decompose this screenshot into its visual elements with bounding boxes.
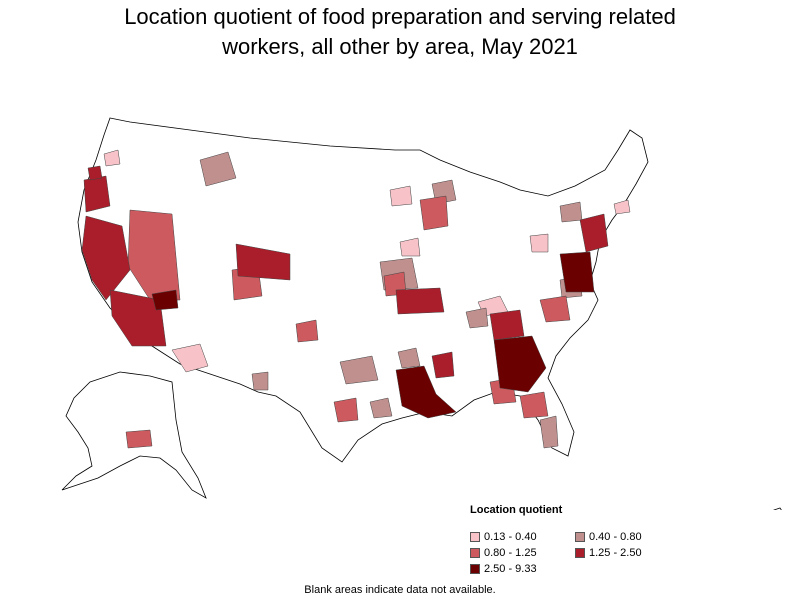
- legend-label-2: 0.40 - 0.80: [589, 530, 642, 543]
- area-illinois: [399, 237, 421, 257]
- area-montana-east: [199, 151, 237, 187]
- area-illinois-south: [395, 287, 445, 315]
- area-new-mexico: [295, 319, 319, 343]
- area-california-north: [83, 175, 111, 213]
- area-texas-north: [339, 355, 379, 385]
- area-utah: [235, 243, 291, 281]
- legend-item-3: 0.80 - 1.25: [470, 546, 575, 559]
- hawaii-islands: [773, 507, 782, 510]
- area-washington: [103, 149, 121, 167]
- area-wisconsin: [389, 185, 413, 207]
- legend-swatch-5: [470, 563, 480, 574]
- area-georgia-south: [493, 335, 547, 393]
- legend-swatch-2: [575, 531, 585, 542]
- area-florida-gulf: [539, 415, 559, 449]
- area-virginia: [539, 295, 571, 323]
- legend-item-2: 0.40 - 0.80: [575, 530, 685, 543]
- legend-item-5: 2.50 - 9.33: [470, 562, 575, 575]
- legend-swatch-3: [470, 547, 480, 558]
- area-arizona-south: [171, 343, 209, 373]
- legend-item-1: 0.13 - 0.40: [470, 530, 575, 543]
- footnote: Blank areas indicate data not available.: [304, 584, 496, 596]
- area-arkansas: [397, 347, 421, 369]
- area-california-south: [109, 289, 167, 347]
- legend-label-1: 0.13 - 0.40: [484, 530, 537, 543]
- area-kentucky: [465, 307, 489, 329]
- area-alaska-south: [125, 429, 153, 449]
- area-oregon: [87, 165, 103, 181]
- legend-label-4: 1.25 - 2.50: [589, 546, 642, 559]
- us-choropleth-map: [61, 117, 782, 510]
- area-ohio: [529, 233, 549, 253]
- area-massachusetts: [613, 199, 631, 215]
- area-arizona-west: [151, 289, 179, 311]
- legend-item-4: 1.25 - 2.50: [575, 546, 685, 559]
- area-indiana: [419, 195, 449, 231]
- legend-swatch-1: [470, 531, 480, 542]
- area-georgia-north: [489, 309, 525, 341]
- area-louisiana: [395, 365, 457, 419]
- legend-label-5: 2.50 - 9.33: [484, 562, 537, 575]
- legend-swatch-4: [575, 547, 585, 558]
- area-mississippi: [431, 351, 455, 379]
- area-texas-west: [251, 371, 269, 391]
- area-maryland: [559, 251, 595, 293]
- legend-title: Location quotient: [470, 504, 563, 516]
- title-line-2: workers, all other by area, May 2021: [222, 34, 578, 59]
- area-florida-north: [519, 391, 549, 419]
- legend: Location quotient 0.13 - 0.40 0.40 - 0.8…: [470, 504, 685, 575]
- area-new-jersey: [579, 213, 609, 253]
- area-texas-gulf: [369, 397, 393, 419]
- title-line-1: Location quotient of food preparation an…: [124, 4, 676, 29]
- map-title: Location quotient of food preparation an…: [0, 2, 800, 62]
- area-california-central: [81, 215, 131, 301]
- legend-label-3: 0.80 - 1.25: [484, 546, 537, 559]
- area-texas-east: [333, 397, 359, 423]
